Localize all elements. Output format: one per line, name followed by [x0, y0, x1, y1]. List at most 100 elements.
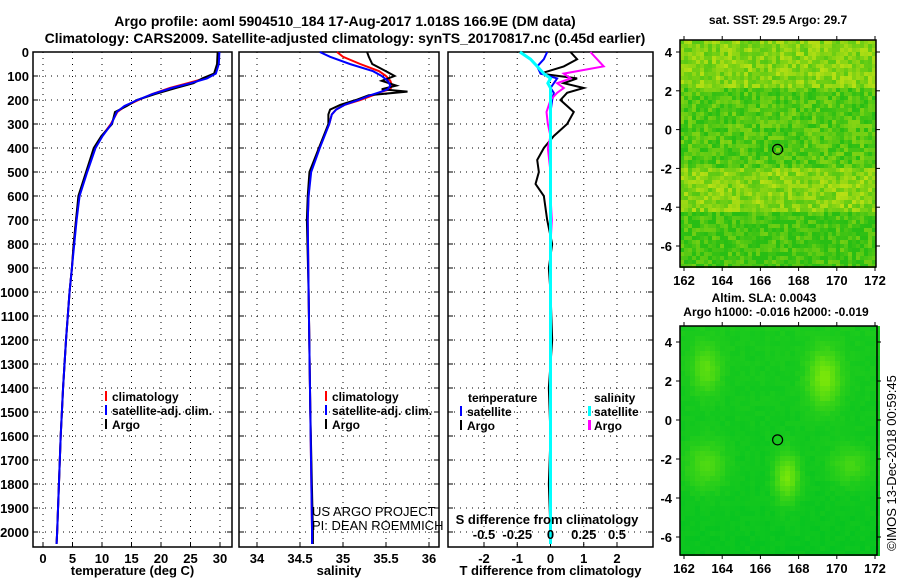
map-cell: [760, 124, 764, 128]
map-cell: [868, 44, 872, 48]
map-cell: [780, 426, 785, 431]
map-cell: [748, 132, 752, 136]
map-cell: [870, 541, 875, 546]
map-cell: [780, 351, 785, 356]
map-cell: [868, 128, 872, 132]
map-cell: [840, 391, 845, 396]
map-cell: [844, 68, 848, 72]
map-cell: [804, 172, 808, 176]
map-cell: [772, 116, 776, 120]
map-cell: [856, 156, 860, 160]
map-cell: [728, 148, 732, 152]
map-cell: [840, 60, 844, 64]
map-cell: [730, 361, 735, 366]
map-cell: [704, 40, 708, 44]
map-cell: [720, 60, 724, 64]
map-cell: [715, 536, 720, 541]
map-cell: [715, 546, 720, 551]
map-cell: [684, 156, 688, 160]
map-cell: [848, 264, 852, 268]
map-cell: [844, 96, 848, 100]
map-cell: [700, 401, 705, 406]
map-cell: [680, 526, 685, 531]
map-cell: [865, 486, 870, 491]
map-cell: [870, 471, 875, 476]
map-cell: [700, 501, 705, 506]
map-cell: [680, 116, 684, 120]
map-cell: [832, 168, 836, 172]
map-cell: [810, 531, 815, 536]
map-cell: [760, 501, 765, 506]
map-cell: [755, 541, 760, 546]
map-cell: [824, 236, 828, 240]
map-cell: [785, 426, 790, 431]
map-cell: [750, 401, 755, 406]
map-cell: [700, 64, 704, 68]
map-cell: [770, 471, 775, 476]
map-cell: [680, 436, 685, 441]
map-cell: [715, 361, 720, 366]
map-cell: [820, 416, 825, 421]
map-cell: [840, 386, 845, 391]
map-cell: [790, 531, 795, 536]
map-cell: [790, 336, 795, 341]
map-cell: [835, 401, 840, 406]
map-cell: [800, 236, 804, 240]
map-cell: [692, 148, 696, 152]
map-cell: [810, 331, 815, 336]
map-cell: [770, 366, 775, 371]
map-cell: [808, 80, 812, 84]
map-cell: [764, 172, 768, 176]
map-cell: [755, 446, 760, 451]
map-cell: [780, 386, 785, 391]
map-cell: [708, 156, 712, 160]
map-cell: [796, 240, 800, 244]
map-cell: [872, 48, 876, 52]
map-cell: [796, 264, 800, 268]
map-cell: [680, 248, 684, 252]
map-cell: [840, 486, 845, 491]
map-cell: [790, 551, 795, 556]
map-cell: [725, 471, 730, 476]
map-cell: [845, 326, 850, 331]
map-cell: [728, 152, 732, 156]
map-cell: [824, 64, 828, 68]
map-cell: [785, 466, 790, 471]
map-cell: [712, 124, 716, 128]
map-cell: [750, 336, 755, 341]
map-cell: [828, 252, 832, 256]
map-cell: [740, 441, 745, 446]
map-cell: [868, 208, 872, 212]
map-cell: [840, 406, 845, 411]
map-cell: [852, 116, 856, 120]
map-cell: [700, 396, 705, 401]
map-cell: [845, 521, 850, 526]
map-cell: [712, 256, 716, 260]
map-cell: [740, 52, 744, 56]
map-cell: [708, 120, 712, 124]
map-cell: [748, 184, 752, 188]
map-cell: [852, 60, 856, 64]
map-cell: [852, 248, 856, 252]
map-cell: [680, 172, 684, 176]
map-cell: [824, 132, 828, 136]
map-cell: [785, 511, 790, 516]
map-cell: [695, 376, 700, 381]
map-cell: [740, 341, 745, 346]
map-cell: [825, 496, 830, 501]
map-cell: [688, 264, 692, 268]
map-cell: [780, 476, 785, 481]
map-cell: [760, 220, 764, 224]
map-cell: [860, 446, 865, 451]
map-cell: [820, 491, 825, 496]
map-cell: [788, 260, 792, 264]
map-cell: [845, 526, 850, 531]
map-cell: [788, 100, 792, 104]
map-cell: [860, 471, 865, 476]
map-cell: [815, 466, 820, 471]
map-cell: [870, 451, 875, 456]
map-cell: [700, 216, 704, 220]
map-cell: [792, 144, 796, 148]
map-cell: [796, 176, 800, 180]
map-cell: [860, 351, 865, 356]
